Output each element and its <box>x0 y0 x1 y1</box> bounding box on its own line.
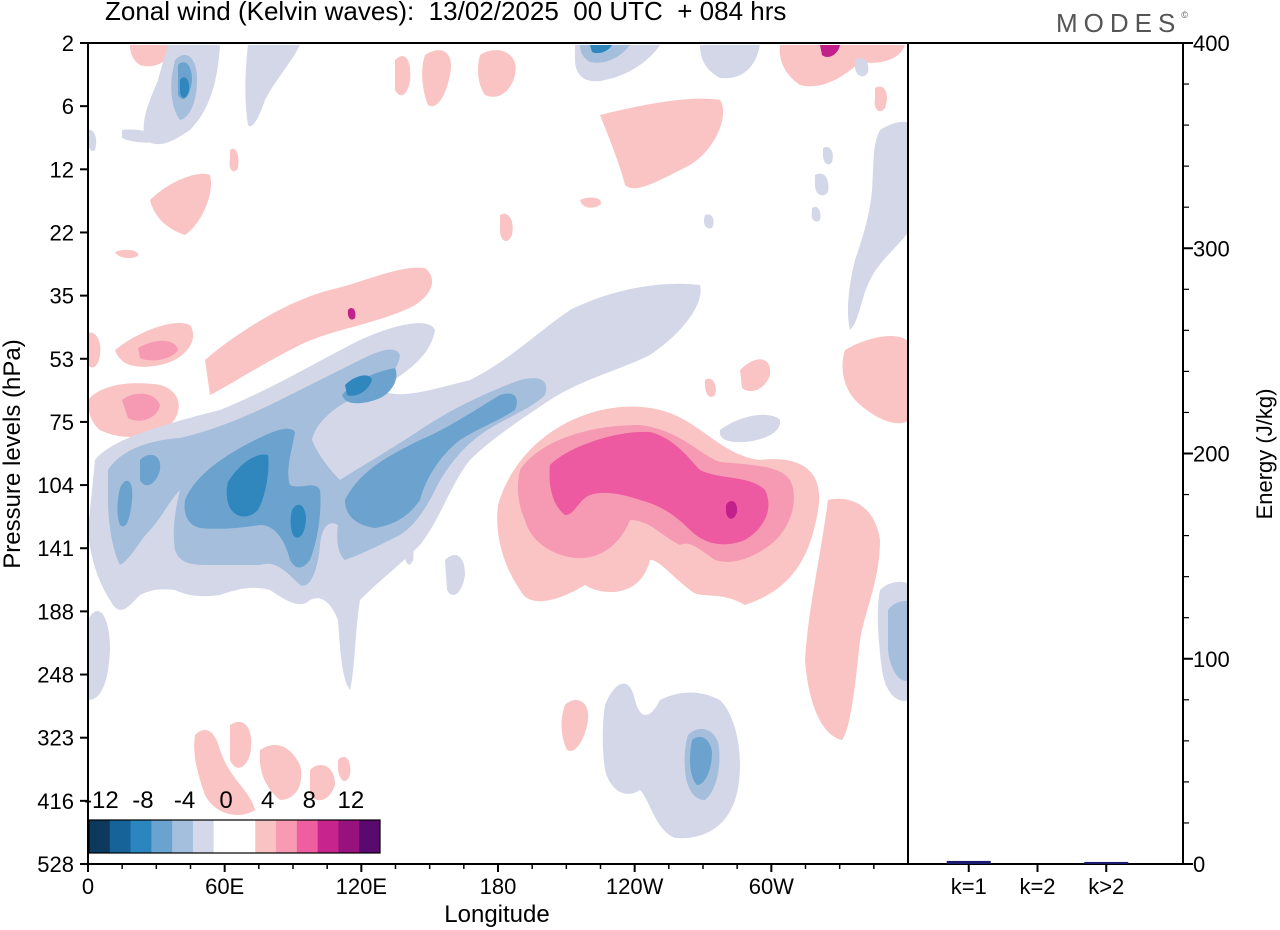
y-tick-label: 248 <box>37 663 74 688</box>
colorbar-label: -12 <box>84 787 119 814</box>
colorbar-cell <box>317 820 339 853</box>
x-tick-label: 120E <box>336 874 387 899</box>
colorbar-label: 8 <box>303 787 316 814</box>
contour-dark-magenta <box>347 45 840 519</box>
y-tick-label: 53 <box>50 347 74 372</box>
colorbar-cell <box>296 820 319 853</box>
energy-y-tick-label: 0 <box>1193 852 1205 877</box>
x-axis-label: Longitude <box>444 901 549 928</box>
x-tick-label: 60E <box>205 874 244 899</box>
colorbar-label: -8 <box>132 787 153 814</box>
y-tick-label: 188 <box>37 599 74 624</box>
energy-axis-label: Energy (J/kg) <box>1252 389 1277 520</box>
colorbar-cell <box>192 820 215 853</box>
energy-bar <box>946 860 991 864</box>
colorbar-cell <box>234 820 256 853</box>
x-tick-label: 60W <box>749 874 794 899</box>
y-tick-label: 35 <box>50 284 74 309</box>
energy-x-axis: k=1 k=2 k>2 <box>951 864 1124 899</box>
colorbar-cell <box>172 820 194 853</box>
colorbar-label: 4 <box>261 787 274 814</box>
energy-y-axis: 0 100 200 300 400 <box>1183 31 1230 877</box>
colorbar-cell <box>151 820 173 853</box>
energy-y-tick-label: 300 <box>1193 236 1230 261</box>
x-tick-label: 0 <box>82 874 94 899</box>
colorbar-cell <box>276 820 298 853</box>
y-tick-label: 528 <box>37 852 74 877</box>
y-tick-label: 2 <box>62 31 74 56</box>
y-axis-label: Pressure levels (hPa) <box>0 339 26 568</box>
chart-title: Zonal wind (Kelvin waves): 13/02/2025 00… <box>105 0 787 26</box>
x-tick-label: 180 <box>480 874 517 899</box>
colorbar-cell <box>213 820 235 853</box>
colorbar-cell <box>338 820 360 853</box>
main-plot-axes: 2 6 12 22 35 53 75 104 141 188 248 323 416 528 0 60E 12… <box>0 31 909 928</box>
y-tick-label: 12 <box>50 157 74 182</box>
y-tick-label: 75 <box>50 410 74 435</box>
y-tick-label: 6 <box>62 94 74 119</box>
y-tick-label: 323 <box>37 726 74 751</box>
y-tick-label: 104 <box>37 473 74 498</box>
y-tick-label: 22 <box>50 220 74 245</box>
x-tick-label: 120W <box>606 874 664 899</box>
colorbar-frame <box>88 819 381 854</box>
y-tick-label: 416 <box>37 789 74 814</box>
y-axis: 2 6 12 22 35 53 75 104 141 188 248 323 416 528 <box>37 31 88 877</box>
brand-mark: © <box>1181 10 1188 20</box>
energy-panel: 0 100 200 300 400 k=1 k=2 k>2 Energy (J/kg) <box>908 31 1277 899</box>
colorbar-cell <box>130 820 152 853</box>
energy-x-tick-label: k=1 <box>951 874 987 899</box>
y-tick-label: 141 <box>37 536 74 561</box>
energy-y-tick-label: 200 <box>1193 442 1230 467</box>
energy-x-tick-label: k=2 <box>1019 874 1055 899</box>
energy-y-tick-label: 400 <box>1193 31 1230 56</box>
brand-logo: MODES© <box>1056 8 1188 39</box>
colorbar-cell <box>109 820 132 853</box>
contour-magenta <box>549 431 769 545</box>
energy-bar <box>1084 861 1129 864</box>
colorbar-label: 0 <box>219 787 232 814</box>
colorbar-label: -4 <box>174 787 195 814</box>
contour-mid-blue <box>180 45 612 538</box>
brand-name: MODES <box>1056 8 1182 38</box>
colorbar-cell <box>359 820 381 853</box>
colorbar-label: 12 <box>337 787 364 814</box>
colorbar-cell <box>89 820 111 853</box>
energy-y-tick-label: 100 <box>1193 647 1230 672</box>
energy-x-tick-label: k>2 <box>1088 874 1124 899</box>
x-axis: 0 60E 120E 180 120W 60W <box>82 864 875 899</box>
colorbar: -12 -8 -4 0 4 8 12 <box>84 787 381 854</box>
colorbar-cell <box>255 820 277 853</box>
contour-field <box>88 45 908 839</box>
